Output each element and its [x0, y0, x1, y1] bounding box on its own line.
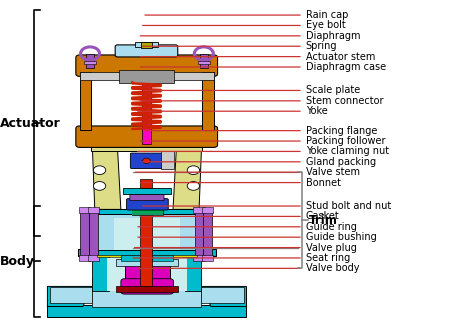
Bar [116, 259, 178, 266]
Circle shape [93, 166, 106, 175]
Polygon shape [92, 149, 121, 209]
Text: Valve body: Valve body [138, 263, 359, 273]
Bar [203, 208, 212, 260]
Polygon shape [173, 149, 201, 209]
Bar [193, 207, 205, 213]
Text: Seat ring: Seat ring [133, 253, 350, 263]
Circle shape [143, 158, 150, 163]
Bar [97, 255, 197, 257]
Text: Diaphragm case: Diaphragm case [140, 62, 386, 72]
Bar [140, 179, 152, 286]
Text: Actuator: Actuator [0, 117, 61, 130]
Bar [80, 72, 91, 130]
FancyBboxPatch shape [115, 45, 178, 57]
Bar [92, 255, 109, 291]
Text: Stem connector: Stem connector [140, 96, 383, 106]
Polygon shape [47, 286, 92, 307]
Bar [97, 214, 197, 250]
Bar [107, 258, 187, 291]
Polygon shape [201, 286, 246, 307]
Bar [50, 287, 92, 303]
Circle shape [187, 166, 200, 175]
Bar [88, 207, 99, 213]
Bar [202, 255, 213, 261]
Text: Rain cap: Rain cap [145, 10, 348, 20]
Bar [193, 255, 205, 261]
Bar [79, 207, 90, 213]
Text: Bonnet: Bonnet [140, 178, 341, 188]
Text: Packing flange: Packing flange [145, 126, 377, 136]
Bar [123, 188, 171, 194]
Bar [202, 207, 213, 213]
Text: Spring: Spring [143, 41, 337, 51]
Bar [141, 42, 152, 48]
FancyBboxPatch shape [76, 55, 218, 76]
FancyBboxPatch shape [127, 199, 168, 210]
Bar [142, 74, 151, 144]
Text: Guide ring: Guide ring [138, 222, 356, 232]
Bar [132, 213, 163, 215]
Text: Eye bolt: Eye bolt [143, 20, 346, 30]
FancyBboxPatch shape [121, 279, 173, 294]
Text: Valve plug: Valve plug [135, 243, 356, 253]
Text: Yoke claming nut: Yoke claming nut [138, 146, 389, 156]
Bar [92, 278, 201, 307]
Text: Packing follower: Packing follower [140, 136, 385, 146]
Bar [89, 208, 98, 260]
Bar [116, 286, 178, 292]
Circle shape [187, 182, 200, 190]
Bar [78, 249, 216, 256]
Bar [88, 209, 206, 216]
Text: Diaphragm: Diaphragm [140, 31, 360, 41]
Bar [118, 70, 174, 83]
Text: Stud bolt and nut: Stud bolt and nut [143, 201, 391, 211]
Polygon shape [47, 305, 246, 317]
Bar [201, 287, 244, 303]
Bar [79, 255, 90, 261]
FancyBboxPatch shape [130, 153, 163, 169]
Text: Guide bushing: Guide bushing [138, 232, 376, 242]
Bar [80, 72, 214, 80]
Text: Actuator stem: Actuator stem [140, 52, 375, 62]
FancyBboxPatch shape [130, 193, 164, 201]
Text: Trim: Trim [309, 214, 338, 227]
FancyBboxPatch shape [76, 126, 218, 147]
Bar [161, 151, 174, 169]
Bar [84, 61, 96, 64]
Bar [185, 255, 201, 291]
Bar [80, 208, 89, 260]
Bar [114, 218, 180, 250]
Bar [202, 72, 214, 130]
Bar [132, 208, 163, 215]
Bar [195, 208, 203, 260]
Text: Yoke: Yoke [138, 106, 328, 116]
Bar [135, 42, 158, 47]
Text: Valve stem: Valve stem [136, 167, 360, 177]
Bar [125, 255, 170, 286]
Bar [132, 210, 163, 213]
Bar [200, 54, 208, 68]
Text: Gland packing: Gland packing [143, 157, 376, 167]
Bar [91, 143, 202, 151]
Circle shape [93, 182, 106, 190]
Text: Scale plate: Scale plate [145, 85, 360, 95]
Bar [198, 61, 210, 64]
Bar [88, 255, 99, 261]
Bar [121, 255, 173, 261]
Bar [86, 54, 94, 68]
Text: Gasket: Gasket [140, 211, 339, 221]
Text: Body: Body [0, 255, 35, 268]
